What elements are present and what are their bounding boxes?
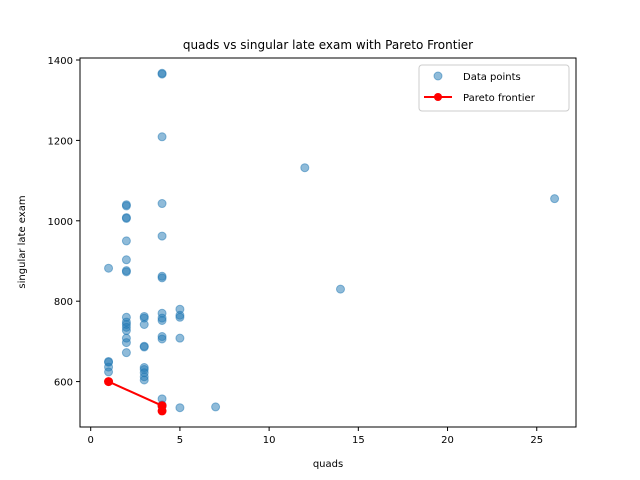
- data-point: [157, 132, 167, 142]
- data-point: [157, 315, 167, 325]
- data-point: [121, 326, 131, 336]
- data-point: [121, 213, 131, 223]
- x-tick-label: 15: [352, 435, 365, 446]
- data-point: [104, 367, 114, 377]
- y-tick-label: 800: [54, 297, 73, 308]
- legend-marker-data-points: [433, 71, 443, 81]
- data-point: [335, 284, 345, 294]
- data-point: [121, 201, 131, 211]
- data-point: [121, 338, 131, 348]
- data-point: [121, 255, 131, 265]
- pareto-point: [157, 406, 167, 416]
- data-point: [157, 69, 167, 79]
- data-point: [157, 273, 167, 283]
- data-point: [157, 334, 167, 344]
- x-axis-label: quads: [313, 459, 343, 470]
- legend-label-data-points: Data points: [463, 72, 521, 83]
- data-point: [550, 194, 560, 204]
- chart-title: quads vs singular late exam with Pareto …: [183, 38, 473, 52]
- data-point: [121, 267, 131, 277]
- data-point: [139, 375, 149, 385]
- legend-box: [418, 64, 570, 112]
- y-tick-label: 1400: [48, 56, 73, 67]
- data-point: [139, 320, 149, 329]
- legend-marker-pareto-frontier: [434, 93, 442, 101]
- x-tick-label: 10: [263, 435, 276, 446]
- y-tick-label: 600: [54, 378, 73, 389]
- x-axis: 0 5 10 15 20 25: [88, 427, 543, 446]
- plot-frame: [79, 57, 577, 428]
- data-point: [139, 342, 149, 352]
- frontier-layer: [104, 377, 167, 416]
- legend: Data points Pareto frontier: [418, 64, 570, 112]
- y-axis: 600 800 1000 1200 1400: [48, 56, 80, 389]
- y-axis-label: singular late exam: [17, 195, 28, 288]
- x-tick-label: 20: [441, 435, 454, 446]
- data-point: [104, 263, 114, 273]
- data-point: [211, 402, 221, 412]
- data-point: [157, 231, 167, 241]
- x-tick-label: 25: [530, 435, 543, 446]
- data-point: [175, 333, 185, 343]
- data-point: [175, 403, 185, 413]
- data-point: [121, 236, 131, 246]
- pareto-point: [104, 377, 114, 387]
- legend-label-pareto-frontier: Pareto frontier: [463, 93, 536, 104]
- y-tick-label: 1200: [48, 136, 73, 147]
- data-point: [157, 199, 167, 209]
- y-tick-label: 1000: [48, 217, 73, 228]
- data-point: [175, 312, 185, 322]
- x-tick-label: 0: [88, 435, 94, 446]
- data-point: [300, 163, 310, 173]
- data-point: [121, 348, 131, 358]
- x-tick-label: 5: [177, 435, 183, 446]
